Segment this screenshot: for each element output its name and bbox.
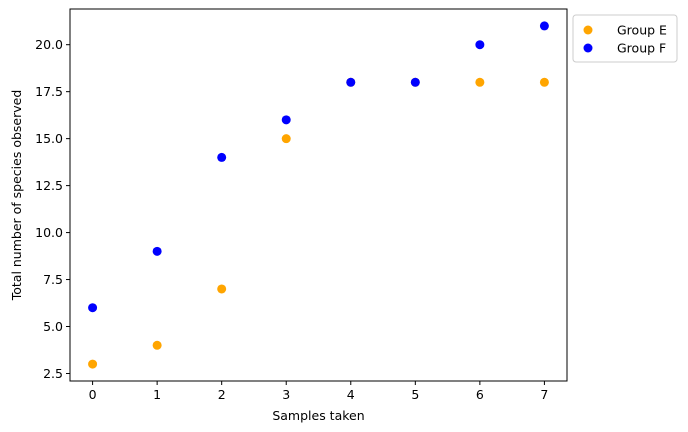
x-tick-label: 2 [218, 387, 226, 402]
data-point [88, 359, 98, 369]
data-point [539, 21, 549, 31]
legend-marker [583, 25, 593, 35]
data-point [410, 77, 420, 87]
y-tick-label: 12.5 [35, 178, 63, 193]
x-tick-label: 4 [347, 387, 355, 402]
data-point [539, 77, 549, 87]
y-tick-label: 20.0 [35, 37, 63, 52]
data-point [88, 303, 98, 313]
legend: Group E Group F [572, 14, 678, 63]
y-axis-label: Total number of species observed [9, 90, 24, 302]
plot-area-frame [69, 8, 568, 382]
data-point [152, 340, 162, 350]
x-tick-label: 0 [89, 387, 97, 402]
data-point [152, 246, 162, 256]
y-tick-label: 7.5 [43, 272, 63, 287]
data-point [475, 77, 485, 87]
legend-marker [583, 43, 593, 53]
x-tick-label: 5 [411, 387, 419, 402]
data-point [346, 77, 356, 87]
y-tick-label: 17.5 [35, 84, 63, 99]
x-tick-label: 3 [282, 387, 290, 402]
legend-label: Group E [617, 23, 667, 38]
data-point [281, 134, 291, 144]
y-tick-label: 5.0 [43, 319, 63, 334]
legend-label: Group F [617, 41, 666, 56]
data-point [217, 284, 227, 294]
x-tick-label: 6 [476, 387, 484, 402]
data-point [281, 115, 291, 125]
x-tick-label: 7 [540, 387, 548, 402]
data-point [475, 40, 485, 50]
y-tick-label: 15.0 [35, 131, 63, 146]
legend-frame [572, 14, 678, 63]
data-points [88, 21, 549, 369]
x-axis-label: Samples taken [272, 408, 364, 423]
data-point [217, 152, 227, 162]
series-group-f [88, 21, 549, 313]
y-tick-label: 10.0 [35, 225, 63, 240]
x-tick-label: 1 [153, 387, 161, 402]
y-tick-label: 2.5 [43, 366, 63, 381]
y-axis-ticks: 2.5 5.0 7.5 10.0 12.5 15.0 17.5 20.0 [35, 37, 70, 381]
x-axis-ticks: 0 1 2 3 4 5 6 7 [89, 381, 548, 402]
